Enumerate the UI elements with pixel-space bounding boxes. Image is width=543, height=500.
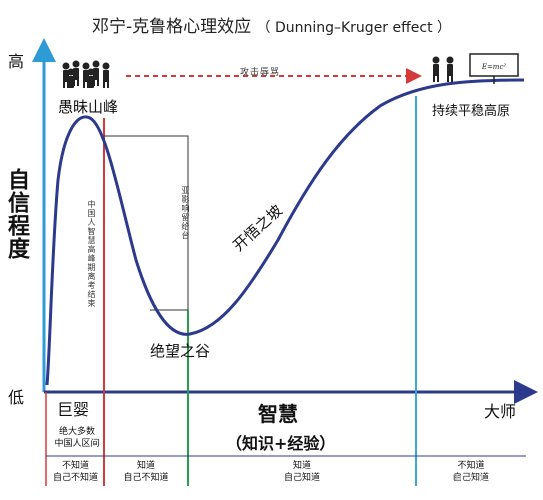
quadrant-line2: 自己不知道 bbox=[52, 473, 98, 483]
valley-label: 绝望之谷 bbox=[150, 342, 211, 360]
region-note-line2: 中国人区间 bbox=[54, 439, 100, 449]
quadrant-line2: 自己知道 bbox=[283, 473, 320, 483]
awareness-bracket bbox=[104, 135, 189, 310]
title-en: （ Dunning–Kruger effect ） bbox=[256, 20, 452, 36]
blackboard-icon: E=mc² bbox=[469, 53, 519, 84]
plateau-label: 持续平稳高原 bbox=[432, 104, 511, 119]
peak-label: 愚昧山峰 bbox=[58, 98, 119, 116]
quadrant-line1: 知道 bbox=[136, 461, 155, 471]
quadrant-cell: 不知道 自己不知道 bbox=[47, 460, 104, 484]
title-cn: 邓宁-克鲁格心理效应 bbox=[91, 17, 252, 37]
quadrant-line2: 自己不知道 bbox=[123, 473, 169, 483]
x-axis-end-label: 大师 bbox=[484, 402, 517, 421]
quadrant-cell: 知道 自己不知道 bbox=[104, 460, 188, 484]
x-axis-start-label: 巨婴 bbox=[57, 400, 90, 419]
quadrant-line1: 不知道 bbox=[457, 461, 485, 471]
diagram-title: 邓宁-克鲁格心理效应 （ Dunning–Kruger effect ） bbox=[0, 12, 543, 37]
quadrant-cell: 不知道 自己知道 bbox=[416, 460, 526, 484]
attack-arrow-label: 攻击辱骂 bbox=[240, 68, 281, 78]
quadrant-cell: 知道 自己知道 bbox=[188, 460, 416, 484]
quadrant-line2: 自己知道 bbox=[452, 473, 489, 483]
y-axis-high-label: 高 bbox=[8, 52, 25, 71]
region-note-line1: 绝大多数 bbox=[58, 427, 95, 437]
y-axis-low-label: 低 bbox=[8, 388, 25, 407]
quadrant-line1: 不知道 bbox=[61, 461, 89, 471]
experts-people-icon bbox=[432, 56, 454, 82]
x-axis-sublabel: （知识+经验） bbox=[226, 434, 336, 453]
confidence-curve bbox=[45, 78, 525, 386]
awareness-note: 亚影响留给台 bbox=[181, 186, 190, 240]
quadrant-line1: 知道 bbox=[292, 461, 311, 471]
watermark: m ..cn bbox=[452, 472, 484, 483]
china-peak-note: 中国人智慧高峰期离考结束 bbox=[87, 200, 96, 308]
x-axis-label: 智慧 bbox=[258, 402, 298, 426]
region-note: 绝大多数 中国人区间 bbox=[50, 426, 104, 450]
crowd-people-icon bbox=[62, 60, 110, 88]
formula-text: E=mc² bbox=[481, 63, 507, 71]
y-axis-label: 自信程度 bbox=[4, 168, 29, 260]
